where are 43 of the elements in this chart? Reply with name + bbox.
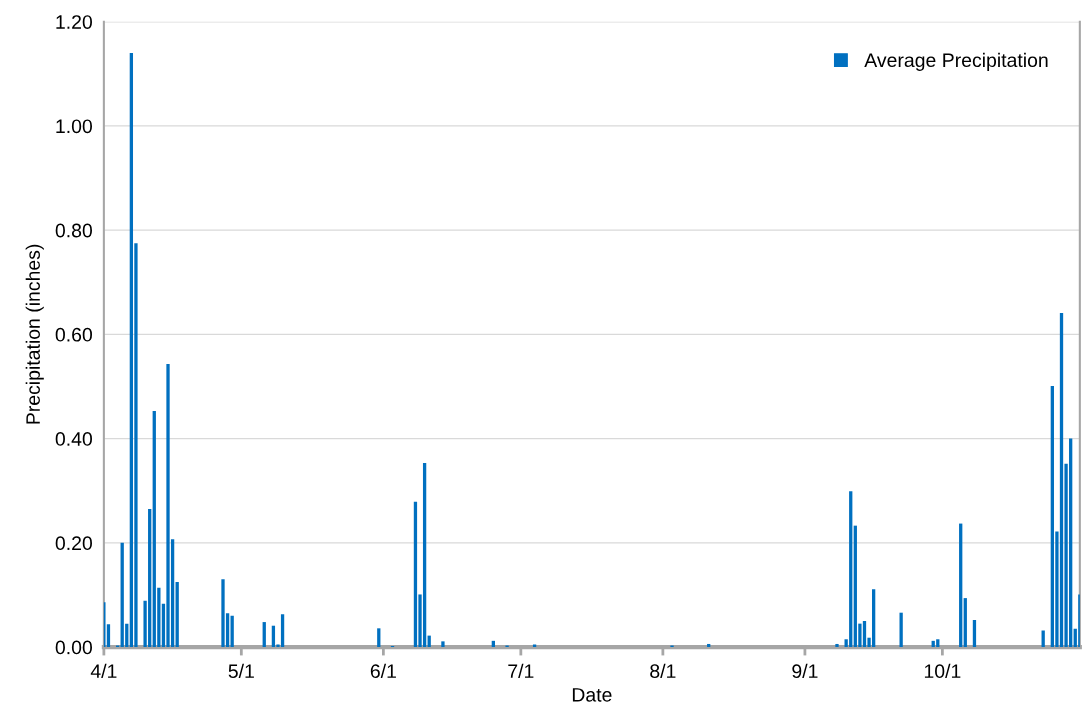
bar: [707, 643, 711, 648]
bar: [280, 614, 285, 648]
bar: [1041, 630, 1045, 648]
bar: [120, 542, 124, 648]
bar: [377, 628, 381, 648]
y-tick-label: 0.80: [55, 223, 92, 238]
bar: [271, 625, 276, 648]
bar: [166, 364, 170, 648]
bar: [959, 523, 963, 648]
x-tick-label: 8/1: [650, 663, 676, 679]
bar: [230, 615, 234, 648]
y-tick-label: 0.20: [55, 536, 92, 551]
x-tick-label: 7/1: [508, 663, 534, 679]
bar: [262, 622, 266, 648]
bar: [936, 639, 940, 648]
bar: [532, 644, 537, 648]
bar: [963, 598, 967, 648]
y-tick-label: 0.00: [55, 640, 92, 655]
x-axis-title: Date: [572, 688, 612, 702]
bar: [413, 501, 418, 648]
y-tick-label: 1.00: [56, 119, 92, 134]
bar: [422, 463, 427, 648]
bar: [175, 581, 179, 648]
bar: [103, 602, 106, 648]
bar: [849, 491, 853, 648]
bar: [972, 619, 977, 648]
x-tick-label: 9/1: [792, 663, 818, 679]
y-tick-label: 0.40: [55, 432, 92, 446]
bar: [1059, 313, 1064, 648]
x-tick-label: 4/1: [90, 663, 117, 679]
bar: [862, 621, 867, 648]
legend-label: Average Precipitation: [864, 52, 1048, 71]
bar: [899, 612, 903, 648]
x-tick-label: 6/1: [370, 663, 396, 679]
x-tick-label: 10/1: [924, 663, 961, 679]
bar: [129, 52, 134, 648]
y-tick-label: 1.20: [56, 15, 92, 29]
y-axis-title: Precipitation (inches): [25, 244, 44, 424]
y-tick-label: 0.60: [55, 327, 92, 342]
x-tick-label: 5/1: [228, 663, 254, 679]
bar: [221, 579, 225, 648]
bar: [835, 643, 839, 648]
bar: [441, 641, 445, 648]
